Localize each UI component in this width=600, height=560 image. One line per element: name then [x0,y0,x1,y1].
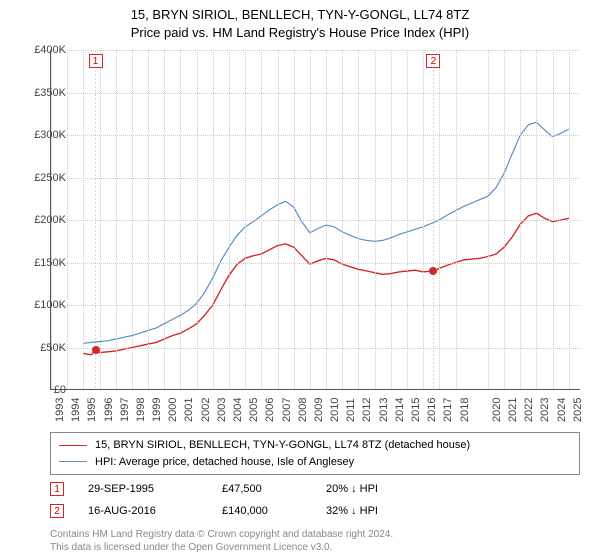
legend-label-blue: HPI: Average price, detached house, Isle… [95,454,354,471]
x-axis-label: 1993 [54,398,66,422]
y-axis-label: £0 [54,384,66,396]
sale-row: 2 16-AUG-2016 £140,000 32% ↓ HPI [50,504,580,518]
x-axis-label: 2006 [264,398,276,422]
legend-row-blue: HPI: Average price, detached house, Isle… [59,454,571,471]
x-axis-label: 2016 [426,398,438,422]
sale-marker-icon: 2 [50,504,64,518]
y-axis-label: £200K [34,214,66,226]
legend-swatch-red [59,445,87,446]
chart-container: 15, BRYN SIRIOL, BENLLECH, TYN-Y-GONGL, … [0,0,600,560]
x-axis-label: 2022 [523,398,535,422]
x-axis-label: 2008 [297,398,309,422]
x-axis-label: 2024 [556,398,568,422]
x-axis-label: 2013 [378,398,390,422]
chart-marker-label: 1 [89,54,103,68]
x-axis-label: 2009 [313,398,325,422]
sale-marker-dot [429,267,437,275]
y-axis-label: £150K [34,257,66,269]
x-axis-label: 2011 [345,398,357,422]
x-axis-label: 2010 [329,398,341,422]
sale-marker-icon: 1 [50,482,64,496]
x-axis-label: 1999 [151,398,163,422]
y-axis-label: £400K [34,44,66,56]
x-axis-label: 2017 [442,398,454,422]
x-axis-label: 2023 [539,398,551,422]
x-axis-label: 2012 [361,398,373,422]
legend: 15, BRYN SIRIOL, BENLLECH, TYN-Y-GONGL, … [50,432,580,475]
x-axis-label: 2015 [410,398,422,422]
x-axis-label: 1996 [103,398,115,422]
sale-price: £140,000 [222,505,302,517]
x-axis-label: 2018 [459,398,471,422]
y-axis-label: £100K [34,299,66,311]
x-axis-label: 2014 [394,398,406,422]
sale-marker-dot [92,346,100,354]
title-subtitle: Price paid vs. HM Land Registry's House … [0,24,600,42]
x-axis-label: 2002 [200,398,212,422]
x-axis-label: 2001 [183,398,195,422]
x-axis-label: 1994 [70,398,82,422]
chart-plot-area: 12 [50,50,580,390]
x-axis-label: 1997 [119,398,131,422]
sale-delta: 20% ↓ HPI [326,483,378,495]
x-axis-label: 2003 [216,398,228,422]
sale-delta: 32% ↓ HPI [326,505,378,517]
x-axis-label: 1995 [86,398,98,422]
legend-label-red: 15, BRYN SIRIOL, BENLLECH, TYN-Y-GONGL, … [95,437,470,454]
title-address: 15, BRYN SIRIOL, BENLLECH, TYN-Y-GONGL, … [0,6,600,24]
y-axis-label: £50K [40,342,66,354]
x-axis-label: 2021 [507,398,519,422]
sale-date: 29-SEP-1995 [88,483,198,495]
sale-rows: 1 29-SEP-1995 £47,500 20% ↓ HPI 2 16-AUG… [50,478,580,526]
footnote-licence: This data is licensed under the Open Gov… [50,541,393,554]
sale-date: 16-AUG-2016 [88,505,198,517]
x-axis-label: 2007 [281,398,293,422]
y-axis-label: £300K [34,129,66,141]
x-axis-label: 2004 [232,398,244,422]
x-axis-label: 2000 [167,398,179,422]
sale-row: 1 29-SEP-1995 £47,500 20% ↓ HPI [50,482,580,496]
footnote-copyright: Contains HM Land Registry data © Crown c… [50,528,393,541]
legend-swatch-blue [59,461,87,462]
x-axis-label: 2005 [248,398,260,422]
y-axis-label: £250K [34,172,66,184]
y-axis-label: £350K [34,87,66,99]
x-axis-label: 1998 [135,398,147,422]
legend-row-red: 15, BRYN SIRIOL, BENLLECH, TYN-Y-GONGL, … [59,437,571,454]
sale-price: £47,500 [222,483,302,495]
x-axis-label: 2025 [572,398,584,422]
chart-title: 15, BRYN SIRIOL, BENLLECH, TYN-Y-GONGL, … [0,0,600,41]
footnote: Contains HM Land Registry data © Crown c… [50,528,393,554]
x-axis-label: 2020 [491,398,503,422]
chart-marker-label: 2 [426,54,440,68]
